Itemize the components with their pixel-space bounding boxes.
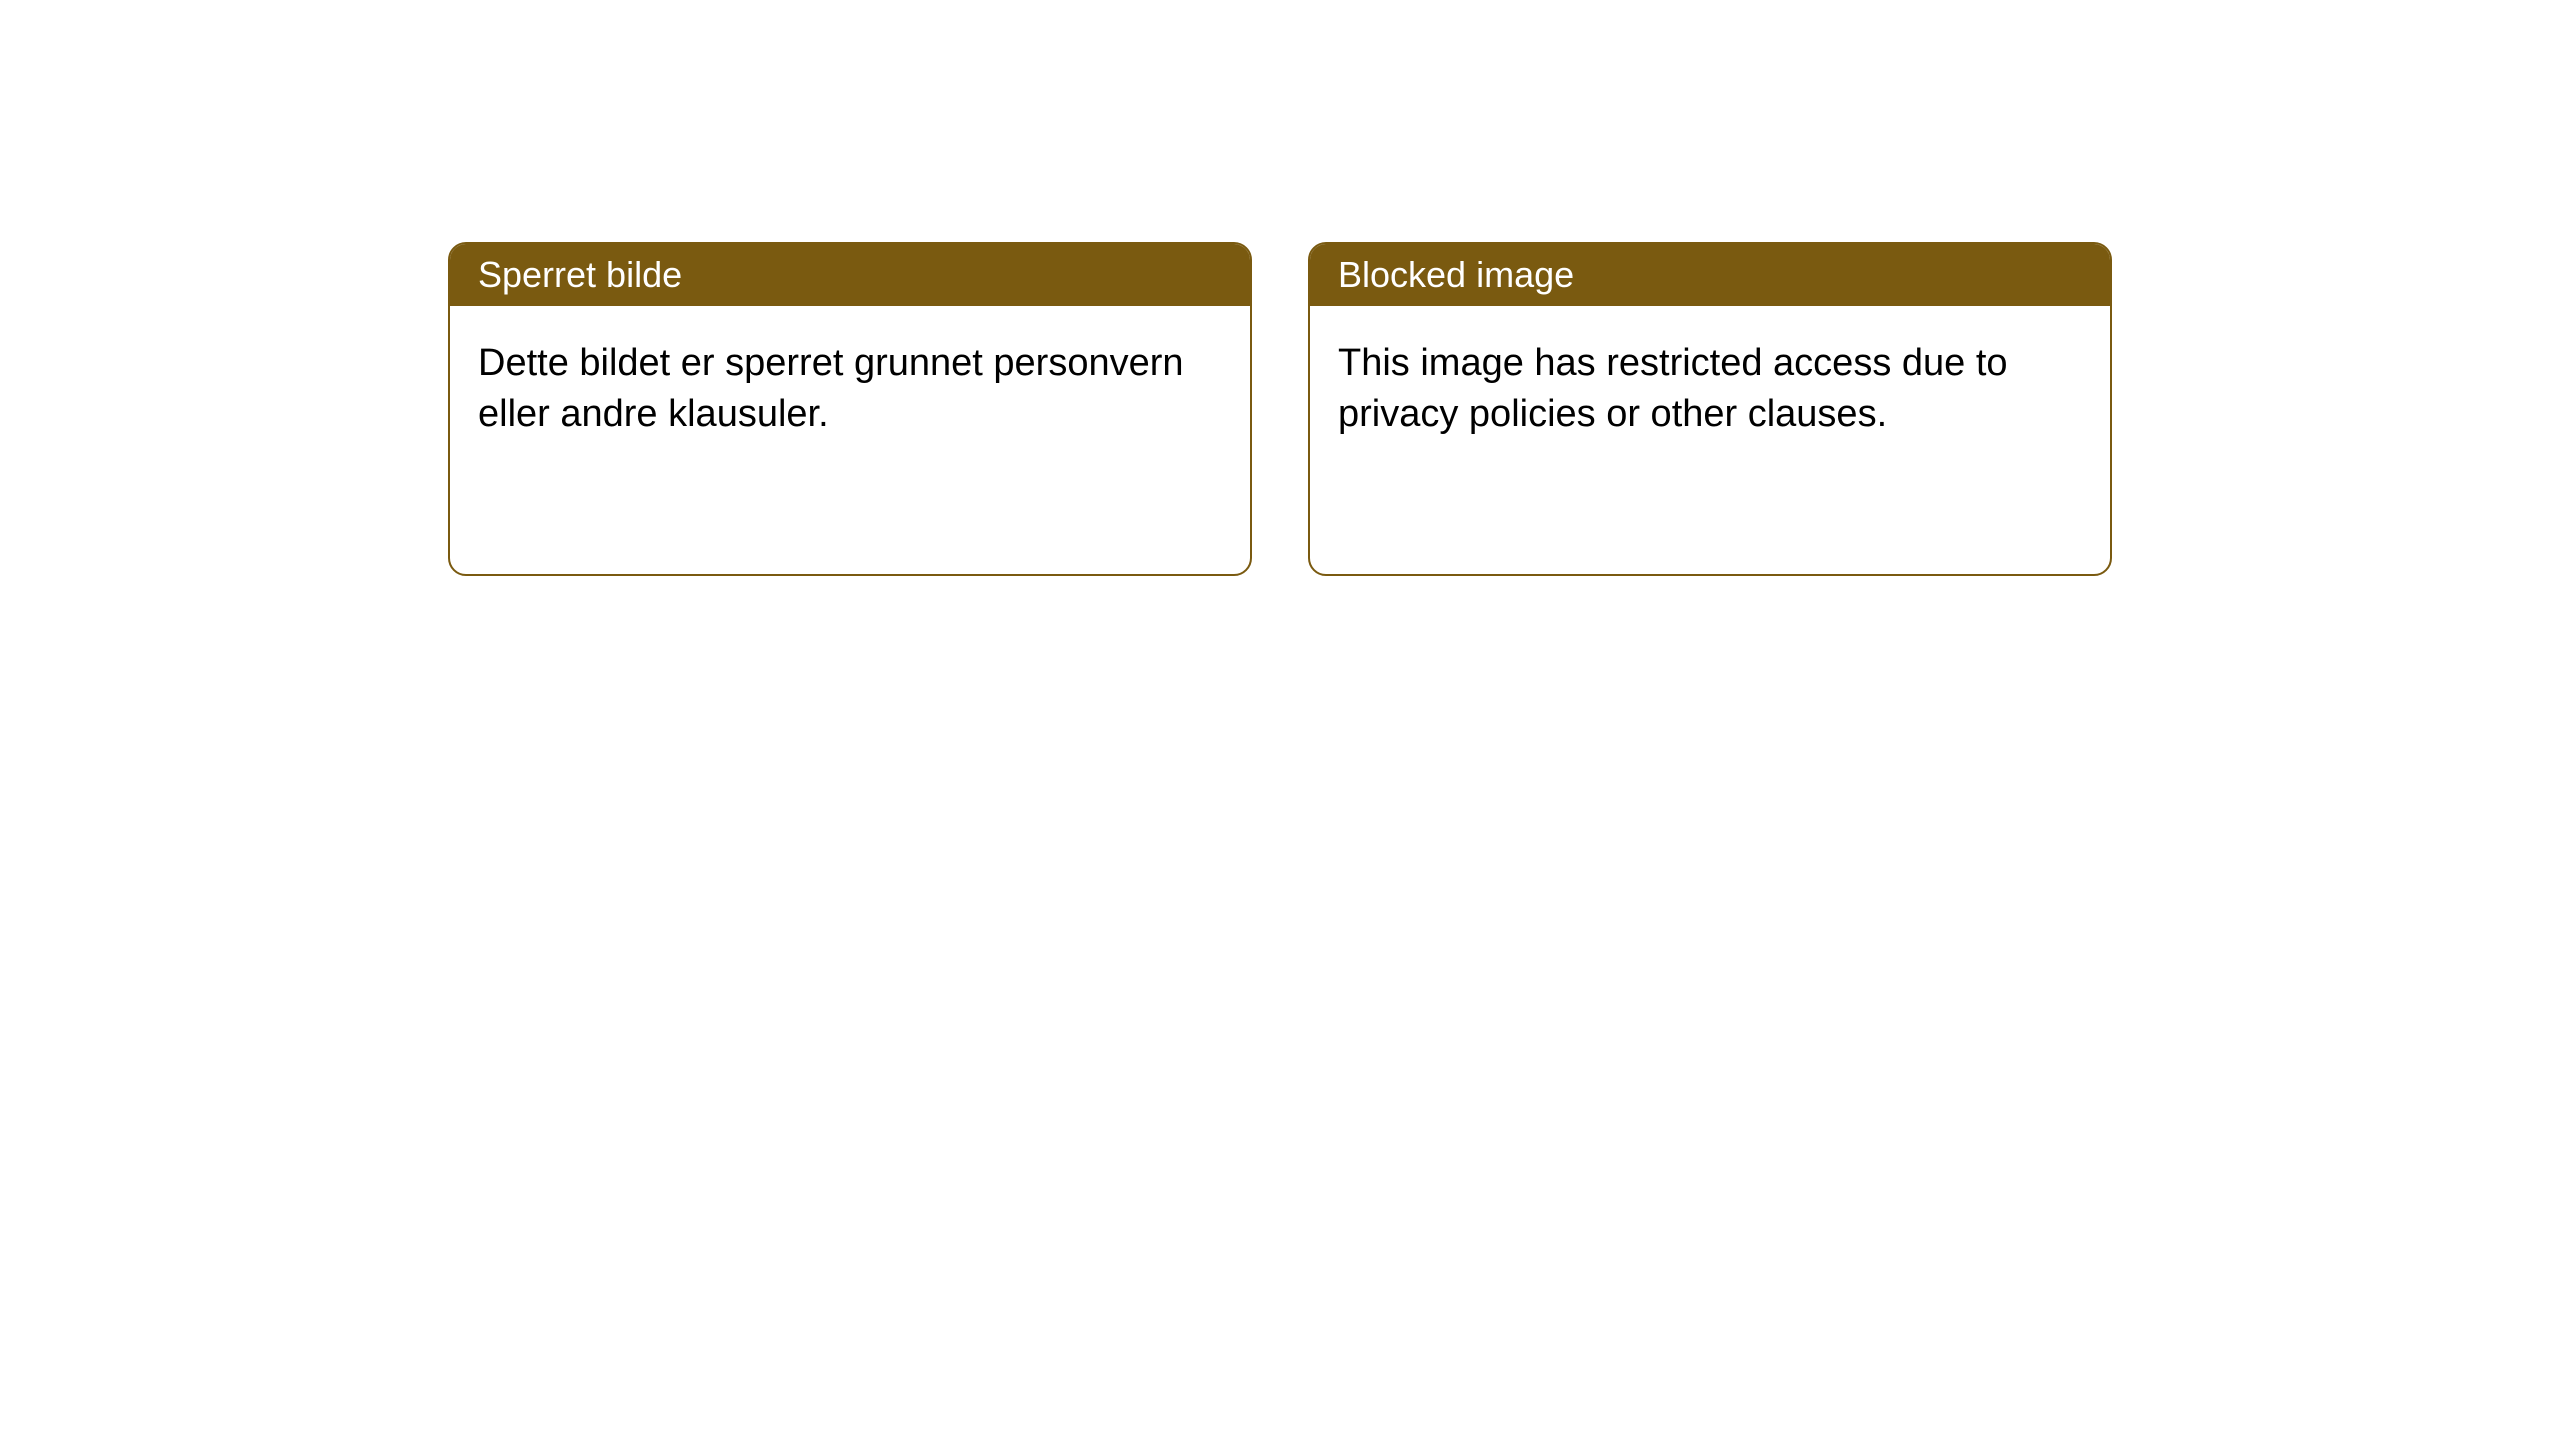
notice-card-english: Blocked image This image has restricted … (1308, 242, 2112, 576)
notice-container: Sperret bilde Dette bildet er sperret gr… (448, 242, 2112, 576)
notice-title-english: Blocked image (1310, 244, 2110, 306)
notice-body-norwegian: Dette bildet er sperret grunnet personve… (450, 306, 1250, 473)
notice-card-norwegian: Sperret bilde Dette bildet er sperret gr… (448, 242, 1252, 576)
notice-body-english: This image has restricted access due to … (1310, 306, 2110, 473)
notice-title-norwegian: Sperret bilde (450, 244, 1250, 306)
